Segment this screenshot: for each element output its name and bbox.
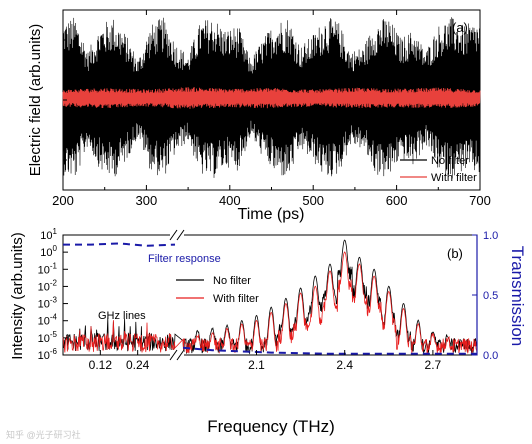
panel-b-label: (b)	[447, 246, 463, 261]
y-tick-label-b: 10-5	[38, 330, 58, 345]
x-tick-label-b: 2.1	[248, 358, 265, 372]
y-tick-label-b: 10-4	[38, 313, 58, 328]
filter-response-left	[63, 242, 176, 247]
panel-a-label: (a)	[452, 20, 468, 35]
x-tick-label-a: 600	[386, 193, 408, 208]
panel-b-y-ticks: 10-6 10-5 10-4 10-3 10-2 10-1 100 101	[38, 227, 68, 362]
panel-a-x-ticks: 200 300 400 500 600 700	[52, 9, 491, 208]
panel-a-y-axis-label: Electric field (arb.units)	[27, 24, 44, 177]
panel-b-series-no-filter	[62, 239, 478, 355]
panel-b-series	[62, 239, 478, 355]
legend-b-no-filter-label: No filter	[213, 275, 251, 287]
panel-b-legend: No filter With filter	[176, 275, 259, 305]
legend-b-with-filter-label: With filter	[213, 293, 259, 305]
x-tick-label-b: 2.4	[336, 358, 353, 372]
x-tick-label-a: 700	[469, 193, 491, 208]
y-tick-label-b: 10-2	[38, 278, 58, 293]
axis-break-bottom	[169, 349, 185, 361]
annotation-ghz-lines: GHz lines	[98, 310, 146, 322]
legend-a-with-filter-label: With filter	[431, 172, 477, 184]
annotation-filter-response: Filter response	[148, 253, 221, 265]
panel-a-series-no-filter	[62, 17, 481, 179]
y2-tick-label: 0.5	[483, 290, 498, 302]
y2-tick-label: 1.0	[483, 230, 498, 242]
y-tick-label-b: 101	[40, 227, 57, 242]
legend-a-no-filter-label: No filter	[431, 155, 469, 167]
panel-b-y2-ticks: 0.0 0.5 1.0	[472, 230, 498, 362]
panel-a: 200 300 400 500 600 700 (a) Time (ps) Electri…	[27, 9, 491, 223]
axis-break-top	[169, 229, 185, 241]
panel-a-legend: No filter With filter	[400, 155, 477, 184]
panel-b-y-axis-label: Intensity (arb.units)	[9, 232, 26, 360]
y-tick-label-b: 10-6	[38, 347, 58, 362]
panel-a-x-axis-label: Time (ps)	[238, 206, 305, 223]
y-tick-label-b: 10-1	[38, 261, 58, 276]
panel-b-x-ticks: 0.12 0.24 2.1 2.4 2.7	[89, 350, 442, 372]
panel-b: 10-6 10-5 10-4 10-3 10-2 10-1 100 101 0.0 0.5 1.0…	[9, 227, 527, 436]
panel-b-y2-axis-label: Transmission	[508, 246, 527, 346]
filter-response-right	[182, 346, 477, 355]
x-tick-label-a: 300	[136, 193, 158, 208]
panel-a-series-with-filter	[62, 87, 481, 109]
x-tick-label-b: 2.7	[425, 358, 442, 372]
y2-tick-label: 0.0	[483, 350, 498, 362]
panel-a-signals	[62, 17, 481, 179]
x-tick-label-b: 0.24	[126, 358, 150, 372]
x-tick-label-a: 200	[52, 193, 74, 208]
panel-b-series-with-filter	[62, 251, 478, 355]
x-tick-label-a: 500	[302, 193, 324, 208]
y-tick-label-b: 10-3	[38, 296, 58, 311]
y-tick-label-b: 100	[40, 244, 57, 259]
panel-b-x-axis-label: Frequency (THz)	[207, 417, 335, 436]
x-tick-label-a: 400	[219, 193, 241, 208]
watermark: 知乎 @光子研习社	[6, 429, 81, 440]
x-tick-label-b: 0.12	[89, 358, 113, 372]
